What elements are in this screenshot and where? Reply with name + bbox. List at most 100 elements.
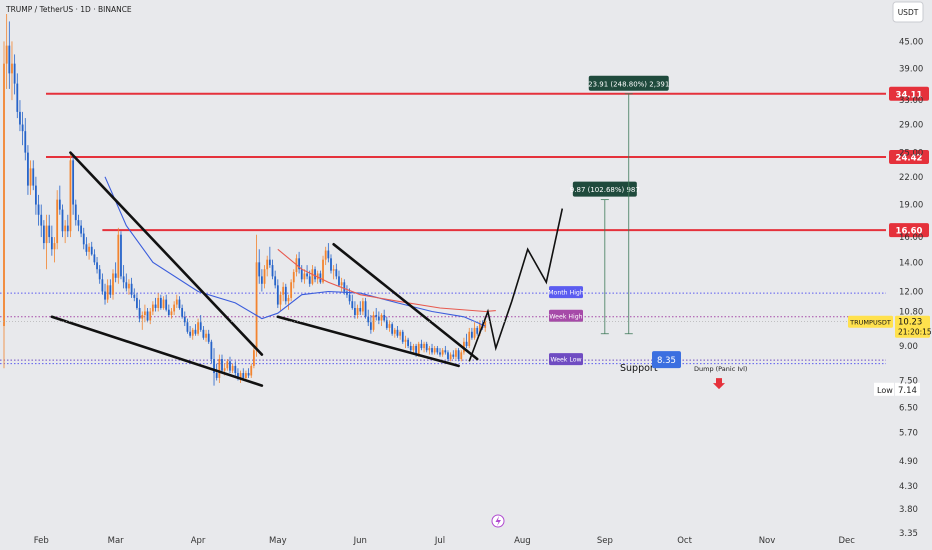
candle-body: [138, 307, 141, 319]
candle-body: [136, 297, 138, 308]
y-tick-label: 12.00: [899, 288, 923, 298]
annotations: 9.87 (102.68%) 987 23.91 (248.80%) 2,391 M…: [0, 75, 932, 396]
support-badge: [652, 351, 681, 369]
candle-body: [106, 285, 109, 300]
candle-body: [396, 329, 399, 336]
candle-body: [354, 307, 356, 315]
candle-body: [417, 343, 420, 355]
candle-body: [93, 254, 96, 263]
candle-body: [274, 276, 277, 286]
low-value-box: [895, 382, 920, 396]
x-tick-label: Apr: [191, 536, 206, 546]
candle-body: [90, 246, 93, 255]
candle-body: [441, 350, 444, 355]
candle-body: [311, 269, 314, 284]
candle-body: [247, 373, 250, 376]
candle-body: [292, 272, 295, 283]
candle-body: [420, 343, 423, 349]
y-tick-label: 4.30: [899, 482, 918, 492]
candle-body: [69, 160, 72, 232]
candle-body: [298, 258, 300, 270]
candle-body: [425, 343, 428, 351]
candle-body: [348, 294, 351, 302]
candle-body: [401, 331, 404, 342]
candle-body: [85, 244, 88, 252]
candle-body: [207, 333, 210, 342]
candle-body: [186, 322, 189, 332]
candle-body: [151, 304, 154, 312]
candle-body: [104, 291, 106, 300]
x-tick-label: May: [269, 536, 287, 546]
candle-body: [109, 285, 112, 295]
candle-body: [308, 276, 311, 284]
candle-body: [455, 350, 457, 357]
candle-body: [263, 269, 266, 284]
candle-body: [255, 262, 258, 351]
projection-path: [468, 208, 564, 362]
key-level-badge: [889, 150, 929, 165]
support-label: Support: [620, 363, 658, 374]
candle-body: [144, 311, 146, 315]
candle-body: [449, 354, 452, 360]
candle-body: [19, 111, 21, 125]
candle-body: [239, 373, 242, 378]
candle-body: [21, 124, 24, 132]
y-tick-label: 39.00: [899, 64, 923, 74]
candle-body: [210, 341, 213, 360]
lightning-icon[interactable]: [491, 514, 505, 528]
candle-body: [284, 286, 287, 302]
currency-label: USDT: [898, 8, 919, 17]
y-tick-label: 5.70: [899, 428, 918, 438]
key-level-badge: [889, 86, 929, 101]
candle-body: [436, 348, 439, 353]
x-tick-label: Oct: [677, 536, 692, 546]
measure-label: 23.91 (248.80%) 2,391: [588, 80, 669, 88]
y-tick-label: 29.00: [899, 121, 923, 131]
candle-body: [452, 354, 455, 357]
low-tag-label: Low: [877, 386, 893, 395]
candle-body: [330, 258, 332, 271]
candle-body: [332, 269, 335, 271]
candle-body: [399, 331, 402, 336]
trendline: [276, 315, 460, 368]
candle-body: [468, 331, 471, 346]
candle-body: [42, 225, 45, 244]
y-tick-label: 9.00: [899, 342, 918, 352]
candle-body: [385, 320, 388, 328]
candle-body: [40, 214, 43, 226]
measure-box: [588, 75, 669, 91]
currency-button[interactable]: USDT: [892, 1, 924, 23]
candle-body: [125, 282, 128, 289]
candle-body: [215, 373, 218, 378]
key-level-label: 16.60: [896, 227, 923, 237]
candle-body: [3, 63, 5, 327]
candle-body: [300, 269, 303, 280]
candle-body: [13, 63, 16, 84]
candle-body: [167, 309, 170, 315]
candle-body: [471, 331, 473, 338]
candle-body: [226, 361, 229, 369]
candle-body: [484, 321, 487, 328]
candle-body: [253, 350, 255, 366]
candle-body: [205, 333, 207, 338]
candle-body: [356, 307, 359, 315]
candle-body: [229, 361, 231, 371]
x-tick-label: Jul: [434, 536, 445, 546]
candle-body: [72, 160, 75, 205]
candle-body: [271, 265, 274, 277]
key-level-badge: [889, 223, 929, 238]
y-tick-label: 22.00: [899, 173, 923, 183]
candle-body: [50, 237, 53, 250]
x-tick-label: Jun: [353, 536, 367, 546]
candle-body: [181, 307, 184, 317]
candle-body: [189, 331, 191, 336]
candle-body: [16, 83, 19, 112]
candle-body: [316, 273, 319, 280]
candle-body: [112, 273, 114, 295]
candle-body: [415, 345, 417, 355]
candle-body: [197, 322, 199, 334]
candle-body: [324, 250, 327, 260]
candle-body: [56, 199, 59, 244]
candle-body: [276, 285, 279, 305]
